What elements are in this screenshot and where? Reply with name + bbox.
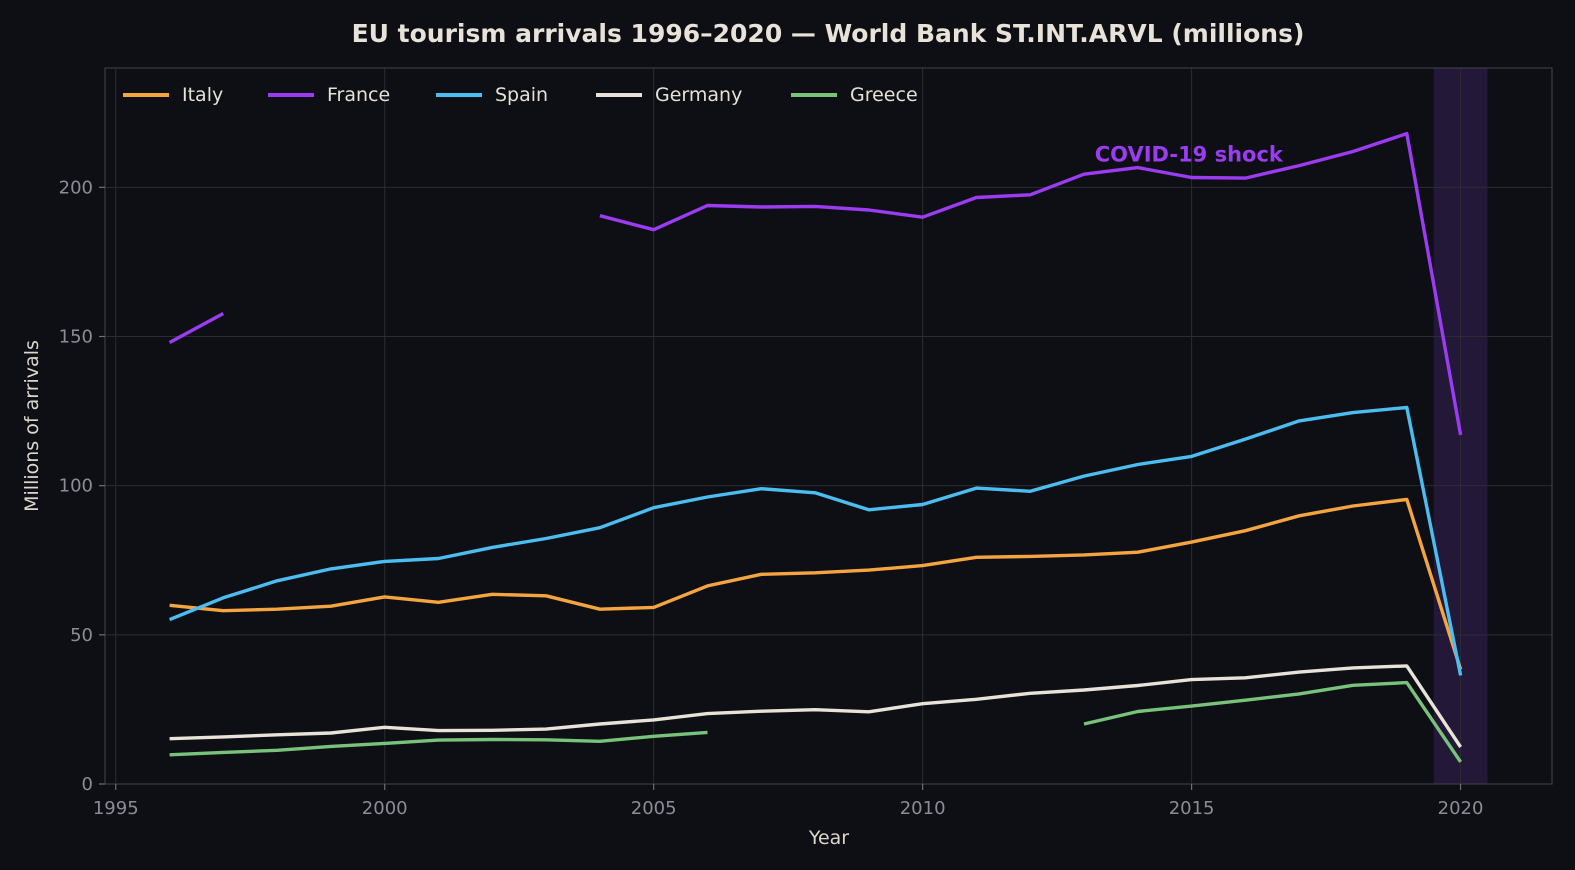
x-tick-label: 2005 [631, 798, 677, 819]
y-tick-label: 100 [59, 476, 93, 497]
legend-label-greece: Greece [850, 84, 918, 106]
x-tick-label: 1995 [93, 798, 139, 819]
x-tick-label: 2010 [900, 798, 946, 819]
series-line-greece [169, 730, 708, 757]
series-line-spain [168, 405, 1463, 676]
series-line-france [168, 312, 225, 344]
y-axis-label: Millions of arrivals [21, 340, 43, 512]
series-line-greece [1083, 680, 1463, 763]
series-line-italy [169, 497, 1463, 670]
legend-label-italy: Italy [182, 84, 223, 106]
plot-frame [104, 67, 1553, 785]
x-tick-layer: 1995 2000 2005 2010 2015 2020 [93, 784, 1484, 819]
x-tick-label: 2015 [1169, 798, 1215, 819]
y-tick-label: 200 [59, 177, 93, 198]
series-line-germany [169, 664, 1463, 748]
legend-label-germany: Germany [655, 84, 742, 106]
chart-title: EU tourism arrivals 1996–2020 — World Ba… [352, 19, 1305, 48]
x-tick-label: 2020 [1438, 798, 1484, 819]
covid-annotation: COVID-19 shock [1095, 143, 1284, 167]
legend-label-france: France [327, 84, 390, 106]
y-tick-layer: 0 50 100 150 200 [59, 177, 105, 795]
legend-label-spain: Spain [495, 84, 548, 106]
y-tick-label: 0 [82, 774, 93, 795]
series-line-france [599, 131, 1463, 436]
series-layer [168, 131, 1463, 763]
y-tick-label: 150 [59, 327, 93, 348]
x-axis-label: Year [808, 827, 849, 849]
legend: Italy France Spain Germany Greece [123, 84, 918, 106]
x-tick-label: 2000 [362, 798, 408, 819]
y-tick-label: 50 [70, 625, 93, 646]
